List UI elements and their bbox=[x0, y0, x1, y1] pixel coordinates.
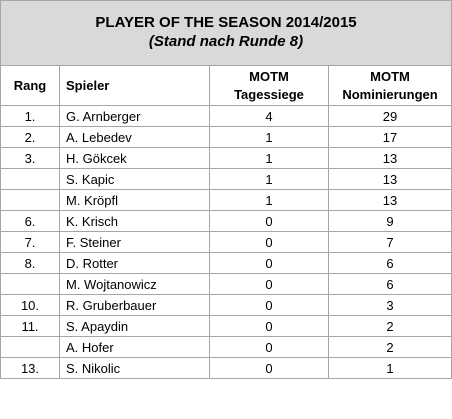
cell-spieler: A. Hofer bbox=[59, 336, 210, 358]
cell-tagessiege: 0 bbox=[209, 252, 329, 274]
cell-nominierungen: 1 bbox=[327, 357, 452, 379]
cell-rang bbox=[0, 168, 60, 190]
cell-rang: 3. bbox=[0, 147, 60, 169]
cell-nominierungen: 9 bbox=[327, 210, 452, 232]
cell-spieler: D. Rotter bbox=[59, 252, 210, 274]
header-rang: Rang bbox=[0, 65, 60, 106]
cell-nominierungen: 13 bbox=[327, 189, 452, 211]
header-tagessiege: MOTM Tagessiege bbox=[209, 65, 329, 106]
cell-spieler: G. Arnberger bbox=[59, 105, 210, 127]
cell-spieler: S. Nikolic bbox=[59, 357, 210, 379]
cell-tagessiege: 0 bbox=[209, 336, 329, 358]
cell-spieler: S. Kapic bbox=[59, 168, 210, 190]
cell-tagessiege: 0 bbox=[209, 231, 329, 253]
cell-rang: 1. bbox=[0, 105, 60, 127]
cell-rang: 13. bbox=[0, 357, 60, 379]
table-row: 8. D. Rotter 0 6 bbox=[0, 252, 452, 274]
cell-rang: 2. bbox=[0, 126, 60, 148]
standings-table: PLAYER OF THE SEASON 2014/2015 (Stand na… bbox=[0, 0, 452, 379]
cell-tagessiege: 0 bbox=[209, 210, 329, 232]
cell-nominierungen: 6 bbox=[327, 273, 452, 295]
table-row: 7. F. Steiner 0 7 bbox=[0, 231, 452, 253]
cell-tagessiege: 1 bbox=[209, 189, 329, 211]
cell-rang: 8. bbox=[0, 252, 60, 274]
cell-tagessiege: 0 bbox=[209, 315, 329, 337]
table-row: 10. R. Gruberbauer 0 3 bbox=[0, 294, 452, 316]
cell-spieler: M. Kröpfl bbox=[59, 189, 210, 211]
cell-tagessiege: 1 bbox=[209, 168, 329, 190]
cell-rang bbox=[0, 189, 60, 211]
cell-spieler: H. Gökcek bbox=[59, 147, 210, 169]
cell-nominierungen: 2 bbox=[327, 336, 452, 358]
cell-spieler: R. Gruberbauer bbox=[59, 294, 210, 316]
table-row: 13. S. Nikolic 0 1 bbox=[0, 357, 452, 379]
cell-nominierungen: 29 bbox=[327, 105, 452, 127]
header-tagessiege-line1: MOTM bbox=[249, 68, 289, 84]
cell-spieler: S. Apaydin bbox=[59, 315, 210, 337]
header-nominierungen-line1: MOTM bbox=[370, 68, 410, 84]
cell-nominierungen: 13 bbox=[327, 168, 452, 190]
table-row: 3. H. Gökcek 1 13 bbox=[0, 147, 452, 169]
cell-rang: 6. bbox=[0, 210, 60, 232]
table-row: A. Hofer 0 2 bbox=[0, 336, 452, 358]
cell-rang bbox=[0, 273, 60, 295]
header-spieler: Spieler bbox=[59, 65, 210, 106]
cell-spieler: F. Steiner bbox=[59, 231, 210, 253]
table-subtitle: (Stand nach Runde 8) bbox=[0, 31, 452, 66]
cell-tagessiege: 0 bbox=[209, 357, 329, 379]
table-row: 6. K. Krisch 0 9 bbox=[0, 210, 452, 232]
cell-tagessiege: 1 bbox=[209, 147, 329, 169]
cell-rang: 11. bbox=[0, 315, 60, 337]
header-row: Rang Spieler MOTM Tagessiege MOTM Nomini… bbox=[0, 65, 452, 106]
cell-nominierungen: 3 bbox=[327, 294, 452, 316]
header-nominierungen: MOTM Nominierungen bbox=[327, 65, 452, 106]
table-row: 2. A. Lebedev 1 17 bbox=[0, 126, 452, 148]
cell-rang: 10. bbox=[0, 294, 60, 316]
table-row: M. Wojtanowicz 0 6 bbox=[0, 273, 452, 295]
table-row: 1. G. Arnberger 4 29 bbox=[0, 105, 452, 127]
cell-nominierungen: 6 bbox=[327, 252, 452, 274]
cell-tagessiege: 4 bbox=[209, 105, 329, 127]
table-row: M. Kröpfl 1 13 bbox=[0, 189, 452, 211]
table-row: S. Kapic 1 13 bbox=[0, 168, 452, 190]
table-row: 11. S. Apaydin 0 2 bbox=[0, 315, 452, 337]
cell-spieler: M. Wojtanowicz bbox=[59, 273, 210, 295]
table-title: PLAYER OF THE SEASON 2014/2015 bbox=[0, 0, 452, 31]
header-nominierungen-line2: Nominierungen bbox=[342, 86, 438, 102]
table-body: 1. G. Arnberger 4 29 2. A. Lebedev 1 17 3. H. Gök… bbox=[0, 105, 452, 379]
header-tagessiege-line2: Tagessiege bbox=[234, 86, 304, 102]
cell-tagessiege: 0 bbox=[209, 273, 329, 295]
cell-tagessiege: 0 bbox=[209, 294, 329, 316]
cell-rang bbox=[0, 336, 60, 358]
cell-nominierungen: 17 bbox=[327, 126, 452, 148]
cell-tagessiege: 1 bbox=[209, 126, 329, 148]
cell-nominierungen: 7 bbox=[327, 231, 452, 253]
cell-spieler: A. Lebedev bbox=[59, 126, 210, 148]
cell-nominierungen: 2 bbox=[327, 315, 452, 337]
cell-nominierungen: 13 bbox=[327, 147, 452, 169]
cell-spieler: K. Krisch bbox=[59, 210, 210, 232]
cell-rang: 7. bbox=[0, 231, 60, 253]
